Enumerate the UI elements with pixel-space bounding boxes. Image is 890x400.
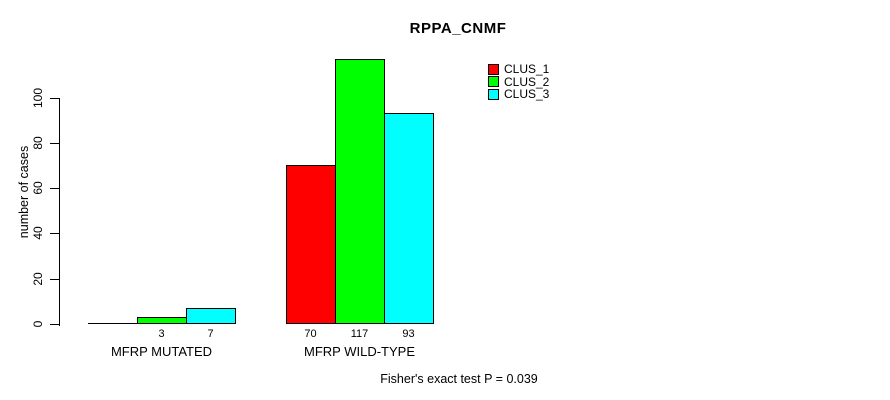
bar-value-label: 3	[158, 328, 165, 340]
bar-clus_3	[384, 113, 434, 324]
bar-value-label: 70	[304, 328, 317, 340]
y-axis-tick	[50, 279, 59, 280]
legend-item: CLUS_2	[488, 76, 549, 89]
legend-item-label: CLUS_2	[504, 74, 550, 89]
x-category-label: MFRP WILD-TYPE	[304, 344, 415, 359]
y-axis-tick	[50, 143, 59, 144]
y-axis-tick-label: 40	[31, 226, 45, 240]
stat-test-annotation: Fisher's exact test P = 0.039	[380, 372, 538, 386]
bar-clus_3	[186, 308, 236, 324]
legend-item-label: CLUS_3	[504, 87, 550, 102]
y-axis-tick-label: 20	[31, 272, 45, 286]
x-category-label: MFRP MUTATED	[110, 344, 213, 359]
bar-value-label: 7	[207, 328, 214, 340]
chart-title: RPPA_CNMF	[409, 20, 507, 37]
legend-item: CLUS_1	[488, 63, 549, 76]
y-axis-tick-label: 80	[31, 136, 45, 150]
legend-swatch	[488, 63, 499, 75]
bar-clus_1	[286, 165, 336, 324]
y-axis-tick-label: 100	[31, 87, 45, 109]
y-axis-tick	[50, 98, 59, 99]
bar-clus_2	[335, 59, 385, 324]
legend-swatch	[488, 76, 499, 88]
bar-clus_2	[137, 317, 187, 324]
y-axis-tick	[50, 188, 59, 189]
y-axis-tick	[50, 324, 59, 325]
bar-value-label: 93	[402, 328, 415, 340]
legend-swatch	[488, 88, 499, 100]
bar-value-label: 117	[350, 328, 369, 340]
y-axis-tick	[50, 233, 59, 234]
legend-item-label: CLUS_1	[504, 62, 550, 77]
legend-item: CLUS_3	[488, 88, 549, 101]
bar-clus_1	[88, 323, 138, 324]
legend: CLUS_1 CLUS_2 CLUS_3	[488, 63, 549, 101]
y-axis-tick-label: 0	[31, 320, 45, 328]
y-axis-line	[59, 98, 60, 326]
y-axis-tick-label: 60	[31, 181, 45, 195]
